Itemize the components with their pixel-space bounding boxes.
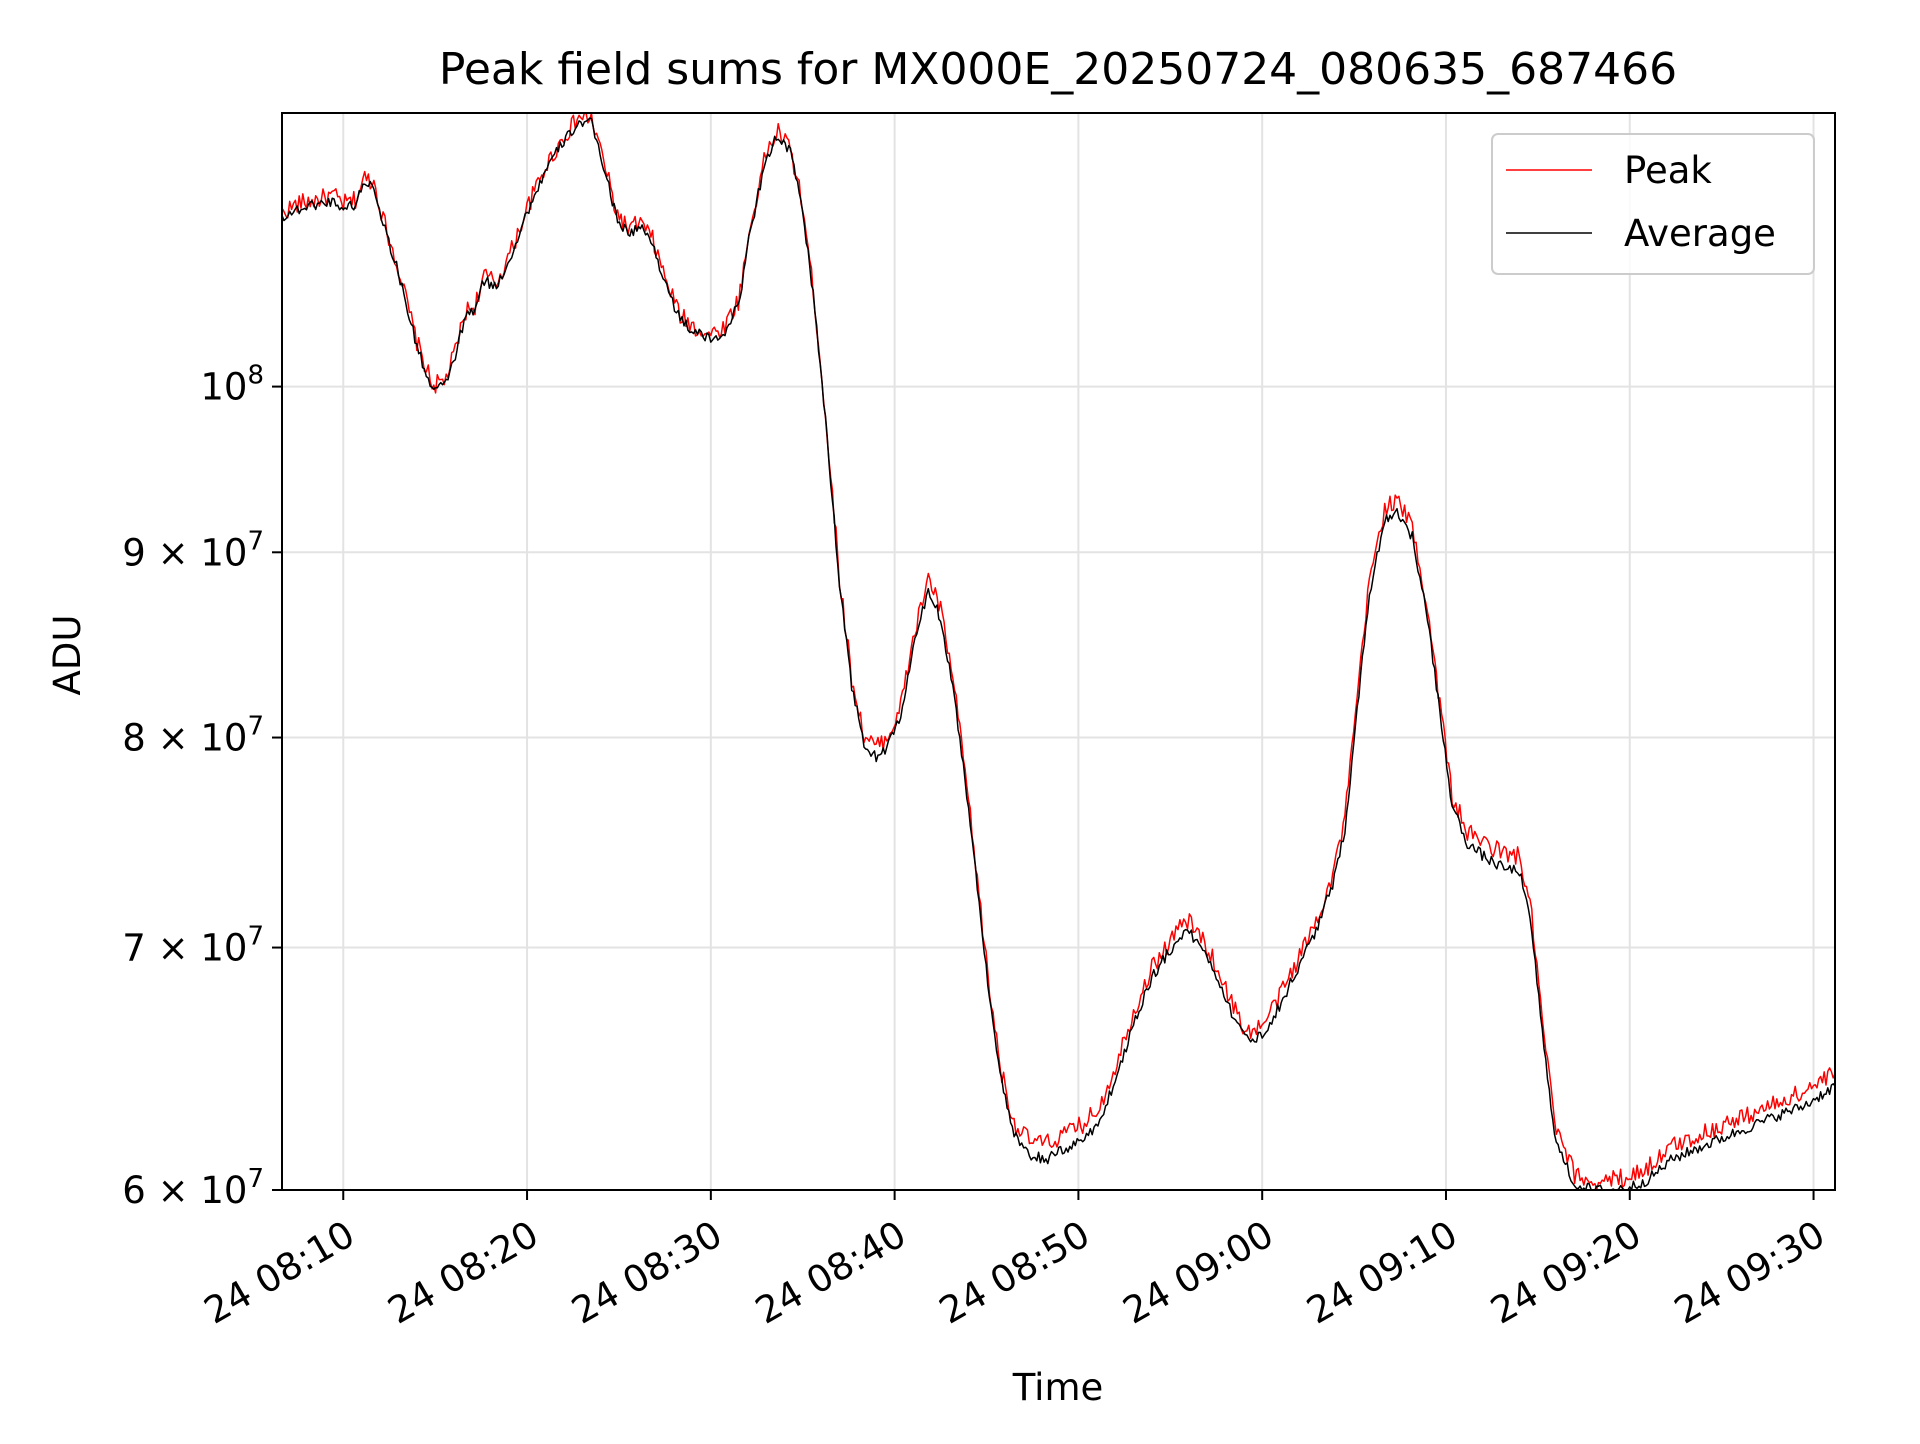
y-tick-label: 6 × 107	[122, 1164, 264, 1212]
legend-box	[1491, 133, 1815, 275]
series-lines	[281, 112, 1836, 1191]
legend: Peak Average	[1491, 133, 1815, 275]
y-tick-label: 7 × 107	[122, 922, 264, 970]
y-axis-ticks: 6 × 107 7 × 107 8 × 107 9 × 107 108	[122, 361, 282, 1212]
y-tick-label: 8 × 107	[122, 712, 264, 760]
y-tick-label: 9 × 107	[122, 526, 264, 574]
legend-label-average: Average	[1624, 212, 1776, 255]
y-tick-label: 108	[200, 361, 264, 409]
y-axis-label: ADU	[46, 615, 89, 696]
chart-title: Peak field sums for MX000E_20250724_0806…	[439, 44, 1677, 95]
legend-label-peak: Peak	[1624, 149, 1712, 192]
series-line-average	[281, 117, 1836, 1191]
plot-frame	[281, 112, 1836, 1191]
x-axis-label: Time	[1012, 1366, 1104, 1409]
